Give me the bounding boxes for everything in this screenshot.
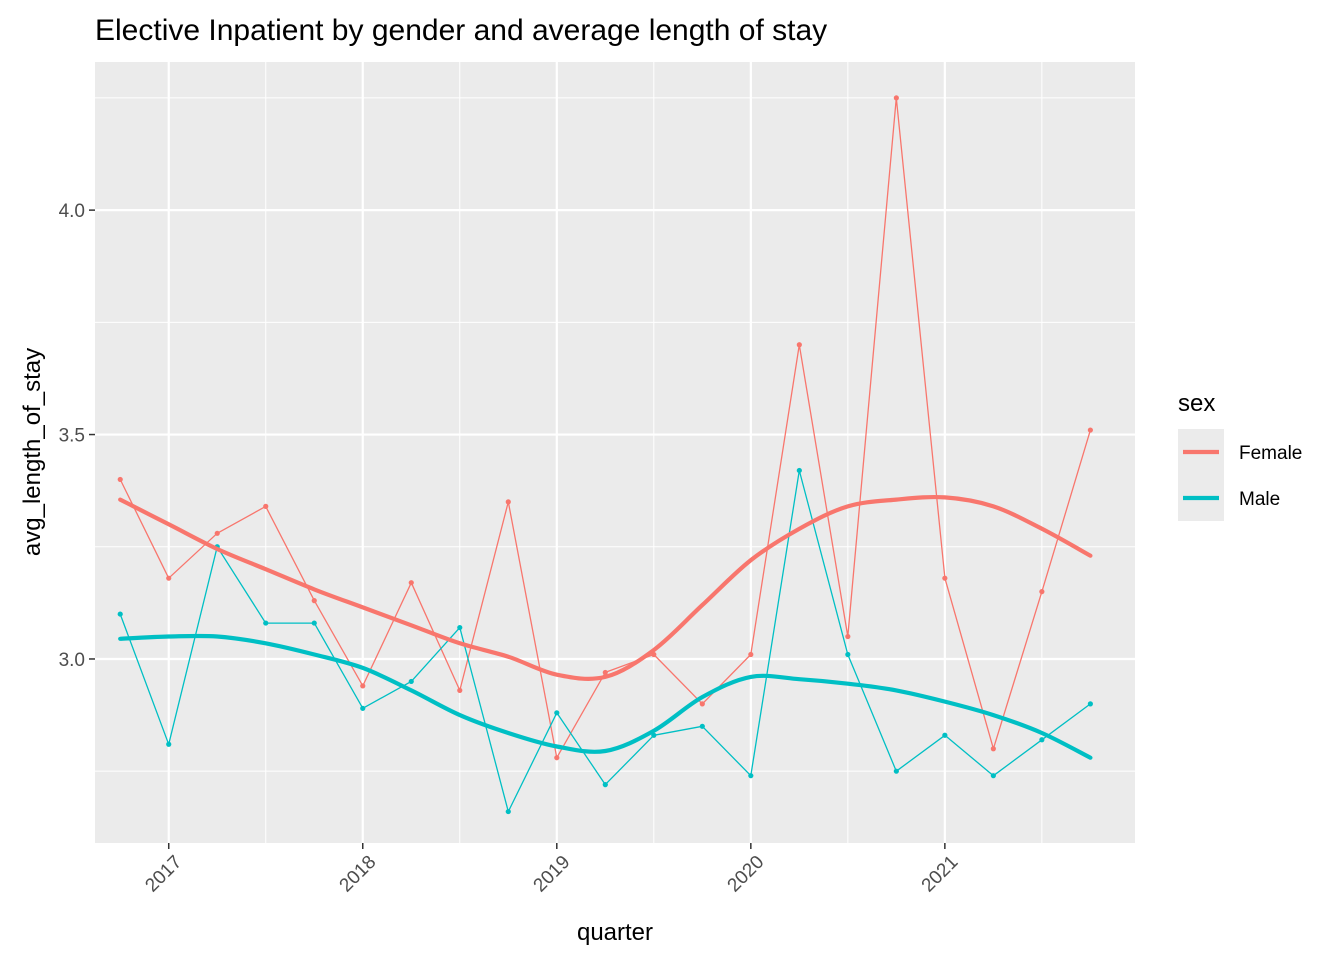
male-data-point	[457, 624, 463, 631]
male-data-point	[263, 620, 269, 626]
female-data-point	[942, 575, 948, 581]
legend: sex Female Male	[1178, 390, 1302, 521]
male-data-point	[1039, 737, 1045, 743]
x-tick-label: 2017	[141, 852, 186, 897]
female-data-point	[457, 687, 463, 693]
female-data-point	[893, 95, 899, 101]
x-tick-label: 2018	[336, 852, 381, 897]
female-data-point	[311, 598, 317, 604]
male-data-point	[1087, 701, 1093, 707]
plot-panel	[95, 62, 1135, 843]
smoothed-lines	[118, 494, 1093, 760]
male-data-point	[554, 710, 560, 716]
female-data-point	[554, 755, 560, 761]
female-data-point	[699, 701, 705, 707]
female-legend-label: Female	[1239, 443, 1302, 464]
x-axis-title: quarter	[577, 919, 653, 946]
male-data-point	[796, 467, 802, 474]
y-tick-label: 3.5	[59, 426, 85, 447]
male-data-point	[893, 768, 899, 774]
male-data-point	[845, 651, 851, 658]
male-data-point	[360, 705, 366, 711]
female-data-point	[360, 683, 366, 689]
female-data-point	[1039, 589, 1045, 595]
y-axis-title: avg_length_of_stay	[19, 348, 46, 556]
x-tick-label: 2020	[724, 852, 769, 897]
male-data-point	[651, 732, 657, 738]
minor-gridlines	[95, 62, 1135, 843]
female-data-point	[117, 476, 123, 483]
female-data-point	[602, 669, 608, 676]
x-tick-label: 2019	[530, 852, 575, 897]
male-data-point	[166, 741, 172, 747]
male-data-point	[117, 611, 123, 617]
y-tick-label: 3.0	[59, 650, 85, 671]
y-tick-label: 4.0	[59, 201, 85, 222]
female-data-point	[1087, 427, 1093, 433]
female-data-point	[990, 746, 996, 752]
male-data-point	[699, 723, 705, 729]
chart-title: Elective Inpatient by gender and average…	[95, 14, 827, 47]
female-data-point	[408, 580, 414, 586]
male-data-point	[990, 773, 996, 779]
male-data-point	[505, 808, 511, 815]
female-smooth-line	[118, 494, 1093, 681]
male-data-point	[942, 732, 948, 738]
male-data-point	[408, 678, 414, 685]
female-data-point	[263, 503, 269, 509]
male-legend-label: Male	[1239, 489, 1280, 510]
x-tick-label: 2021	[918, 852, 963, 897]
male-data-point	[311, 620, 317, 626]
male-data-point	[748, 773, 754, 779]
y-axis: 3.0 3.5 4.0	[59, 201, 95, 671]
male-smooth-line	[118, 633, 1093, 760]
x-axis: 2017 2018 2019 2020 2021	[141, 843, 962, 896]
female-data-point	[214, 530, 220, 536]
major-gridlines	[95, 62, 1135, 843]
female-data-point	[796, 342, 802, 348]
female-data-point	[845, 633, 851, 640]
female-data-point	[748, 651, 754, 658]
female-data-point	[166, 575, 172, 581]
male-data-point	[602, 782, 608, 788]
legend-title: sex	[1178, 390, 1215, 417]
female-data-point	[505, 499, 511, 505]
